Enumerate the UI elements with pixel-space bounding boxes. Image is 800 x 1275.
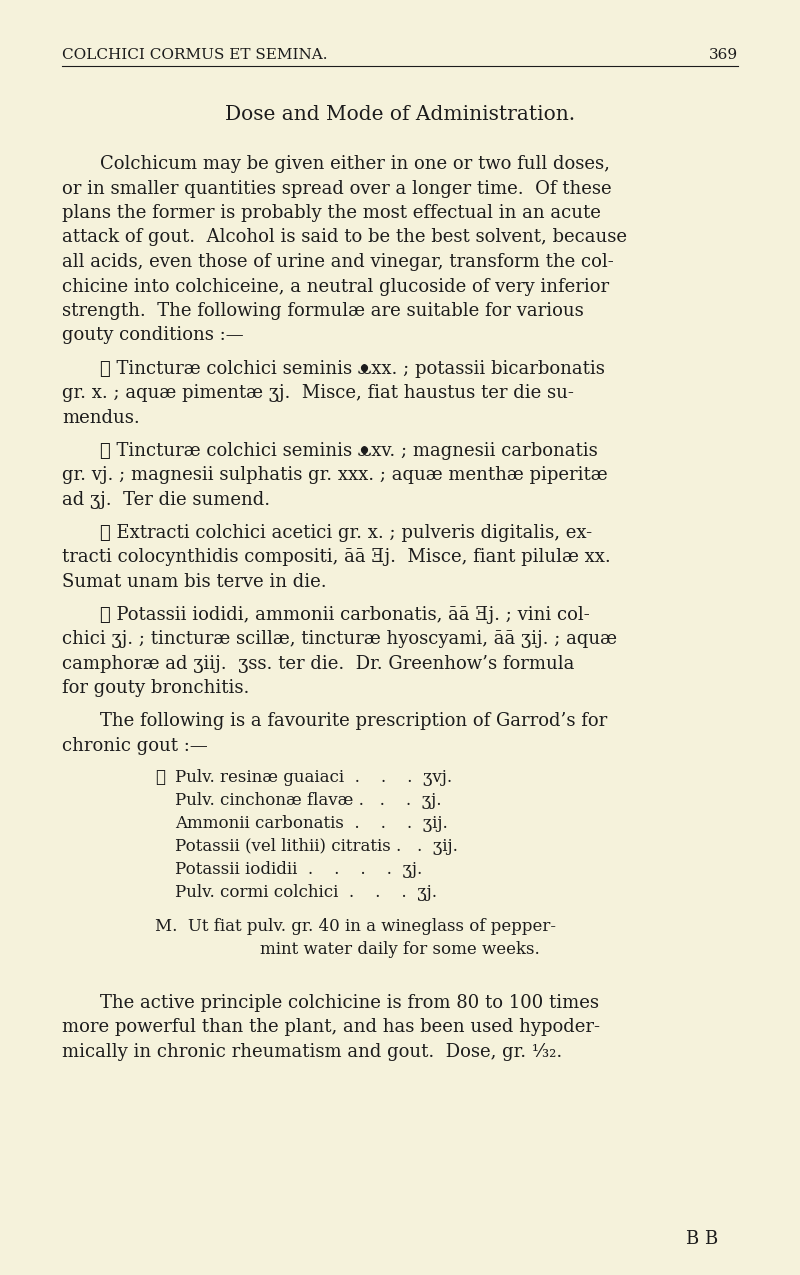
Text: for gouty bronchitis.: for gouty bronchitis. bbox=[62, 680, 250, 697]
Text: mint water daily for some weeks.: mint water daily for some weeks. bbox=[260, 941, 540, 959]
Text: M.  Ut fiat pulv. gr. 40 in a wineglass of pepper-: M. Ut fiat pulv. gr. 40 in a wineglass o… bbox=[155, 918, 556, 936]
Text: mically in chronic rheumatism and gout.  Dose, gr. ¹⁄₃₂.: mically in chronic rheumatism and gout. … bbox=[62, 1043, 562, 1061]
Text: ℞ Tincturæ colchici seminis ᴥxx. ; potassii bicarbonatis: ℞ Tincturæ colchici seminis ᴥxx. ; potas… bbox=[100, 360, 605, 377]
Text: COLCHICI CORMUS ET SEMINA.: COLCHICI CORMUS ET SEMINA. bbox=[62, 48, 327, 62]
Text: camphoræ ad ʒiij.  ʒss. ter die.  Dr. Greenhow’s formula: camphoræ ad ʒiij. ʒss. ter die. Dr. Gree… bbox=[62, 655, 574, 673]
Text: Potassii (vel lithii) citratis .   .  ʒij.: Potassii (vel lithii) citratis . . ʒij. bbox=[175, 838, 458, 854]
Text: mendus.: mendus. bbox=[62, 408, 140, 427]
Text: Pulv. cinchonæ flavæ .   .    .  ʒj.: Pulv. cinchonæ flavæ . . . ʒj. bbox=[175, 792, 442, 808]
Text: Pulv. cormi colchici  .    .    .  ʒj.: Pulv. cormi colchici . . . ʒj. bbox=[175, 884, 437, 900]
Text: Potassii iodidii  .    .    .    .  ʒj.: Potassii iodidii . . . . ʒj. bbox=[175, 861, 422, 877]
Text: gr. x. ; aquæ pimentæ ʒj.  Misce, fiat haustus ter die su-: gr. x. ; aquæ pimentæ ʒj. Misce, fiat ha… bbox=[62, 384, 574, 402]
Text: or in smaller quantities spread over a longer time.  Of these: or in smaller quantities spread over a l… bbox=[62, 180, 612, 198]
Text: attack of gout.  Alcohol is said to be the best solvent, because: attack of gout. Alcohol is said to be th… bbox=[62, 228, 627, 246]
Text: Dose and Mode of Administration.: Dose and Mode of Administration. bbox=[225, 105, 575, 124]
Text: gr. vj. ; magnesii sulphatis gr. xxx. ; aquæ menthæ piperitæ: gr. vj. ; magnesii sulphatis gr. xxx. ; … bbox=[62, 467, 608, 484]
Text: ad ʒj.  Ter die sumend.: ad ʒj. Ter die sumend. bbox=[62, 491, 270, 509]
Text: ℞ Tincturæ colchici seminis ᴥxv. ; magnesii carbonatis: ℞ Tincturæ colchici seminis ᴥxv. ; magne… bbox=[100, 441, 598, 460]
Text: The following is a favourite prescription of Garrod’s for: The following is a favourite prescriptio… bbox=[100, 713, 607, 731]
Text: ℞ Extracti colchici acetici gr. x. ; pulveris digitalis, ex-: ℞ Extracti colchici acetici gr. x. ; pul… bbox=[100, 524, 592, 542]
Text: more powerful than the plant, and has been used hypoder-: more powerful than the plant, and has be… bbox=[62, 1019, 600, 1037]
Text: Colchicum may be given either in one or two full doses,: Colchicum may be given either in one or … bbox=[100, 156, 610, 173]
Text: ℞ Potassii iodidi, ammonii carbonatis, āā Ǝj. ; vini col-: ℞ Potassii iodidi, ammonii carbonatis, ā… bbox=[100, 606, 590, 623]
Text: chici ʒj. ; tincturæ scillæ, tincturæ hyoscyami, āā ʒij. ; aquæ: chici ʒj. ; tincturæ scillæ, tincturæ hy… bbox=[62, 630, 617, 648]
Text: Pulv. resinæ guaiaci  .    .    .  ʒvj.: Pulv. resinæ guaiaci . . . ʒvj. bbox=[175, 769, 452, 785]
Text: B B: B B bbox=[686, 1230, 718, 1248]
Text: tracti colocynthidis compositi, āā Ǝj.  Misce, fiant pilulæ xx.: tracti colocynthidis compositi, āā Ǝj. M… bbox=[62, 548, 610, 566]
Text: chicine into colchiceine, a neutral glucoside of very inferior: chicine into colchiceine, a neutral gluc… bbox=[62, 278, 609, 296]
Text: Sumat unam bis terve in die.: Sumat unam bis terve in die. bbox=[62, 572, 326, 590]
Text: chronic gout :—: chronic gout :— bbox=[62, 737, 208, 755]
Text: The active principle colchicine is from 80 to 100 times: The active principle colchicine is from … bbox=[100, 993, 599, 1011]
Text: gouty conditions :—: gouty conditions :— bbox=[62, 326, 244, 344]
Text: 369: 369 bbox=[709, 48, 738, 62]
Text: Ammonii carbonatis  .    .    .  ʒij.: Ammonii carbonatis . . . ʒij. bbox=[175, 815, 448, 831]
Text: ℞: ℞ bbox=[155, 769, 165, 785]
Text: strength.  The following formulæ are suitable for various: strength. The following formulæ are suit… bbox=[62, 302, 584, 320]
Text: all acids, even those of urine and vinegar, transform the col-: all acids, even those of urine and vineg… bbox=[62, 252, 614, 272]
Text: plans the former is probably the most effectual in an acute: plans the former is probably the most ef… bbox=[62, 204, 601, 222]
